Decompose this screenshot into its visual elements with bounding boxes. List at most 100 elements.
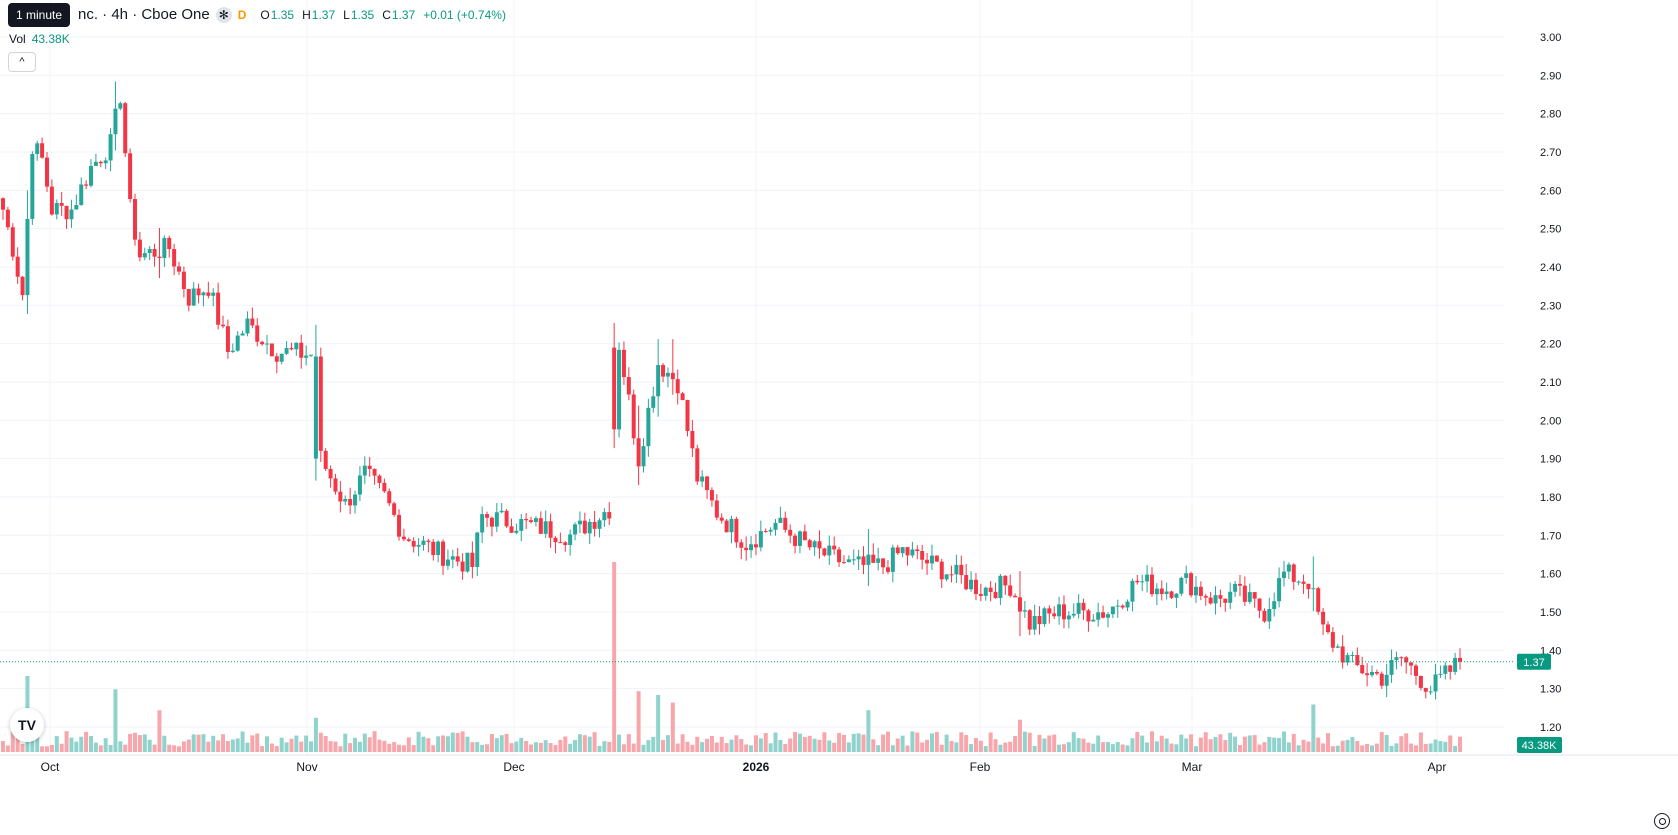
volume-bar (313, 717, 318, 752)
candle-body (186, 289, 191, 306)
volume-bar (1252, 735, 1257, 752)
change-value: +0.01 (+0.74%) (423, 7, 506, 22)
last-price-label: 1.37 (1523, 657, 1544, 669)
volume-bar (1272, 737, 1277, 752)
volume-bar (1140, 735, 1145, 752)
candle-body (1047, 608, 1052, 614)
candle-body (465, 552, 470, 572)
candle-body (895, 547, 900, 554)
candle-body (954, 564, 959, 575)
candle-body (328, 468, 333, 479)
volume-bar (1360, 745, 1365, 752)
candle-body (856, 556, 861, 560)
candle-body (1247, 592, 1252, 602)
volume-bar (387, 743, 392, 752)
volume-bar (470, 742, 475, 752)
volume-bar (177, 746, 182, 752)
ohlc-values: O1.35 H1.37 L1.35 C1.37 +0.01 (+0.74%) (260, 7, 506, 22)
volume-bar (920, 742, 925, 752)
candle-body (1321, 611, 1326, 625)
candle-body (225, 326, 230, 352)
volume-bar (998, 744, 1003, 752)
candle-body (768, 529, 773, 532)
candle-body (372, 468, 377, 476)
candle-body (978, 594, 983, 596)
candle-body (1277, 578, 1282, 602)
volume-bar (1233, 736, 1238, 752)
candle-body (1286, 564, 1291, 572)
candle-body (1189, 573, 1194, 596)
volume-bar (1154, 741, 1159, 752)
candle-body (421, 540, 426, 545)
y-tick-label: 3.00 (1540, 32, 1561, 44)
y-tick-label: 2.70 (1540, 147, 1561, 159)
candle-body (30, 154, 35, 219)
tradingview-logo-icon[interactable]: TV (10, 708, 44, 742)
candle-body (1257, 598, 1262, 611)
candle-body (460, 561, 465, 572)
candle-body (524, 519, 529, 521)
candle-body (338, 491, 343, 502)
y-tick-label: 2.60 (1540, 185, 1561, 197)
volume-bar (856, 733, 861, 752)
y-tick-label: 2.00 (1540, 415, 1561, 427)
candle-body (89, 165, 94, 186)
y-tick-label: 2.80 (1540, 109, 1561, 121)
volume-bar (768, 743, 773, 752)
volume-bar (543, 740, 548, 752)
asterisk-icon[interactable]: ✻ (215, 6, 232, 23)
candle-body (1213, 595, 1218, 604)
volume-label: Vol (9, 32, 26, 46)
volume-bar (612, 562, 617, 752)
candle-body (1379, 673, 1384, 686)
volume-bar (1027, 732, 1032, 752)
candle-body (519, 519, 524, 531)
volume-bar (895, 738, 900, 752)
y-tick-label: 2.50 (1540, 224, 1561, 236)
collapse-legend-button[interactable]: ^ (8, 52, 36, 72)
symbol-title[interactable]: nc. · 4h · Cboe One (78, 6, 210, 23)
candle-body (1052, 613, 1057, 617)
candle-body (705, 476, 710, 491)
candle-body (157, 256, 162, 258)
volume-bar (133, 732, 138, 752)
volume-bar (69, 737, 74, 752)
volume-bar (260, 746, 265, 752)
volume-bar (416, 731, 421, 752)
candle-body (939, 561, 944, 580)
volume-bar (1355, 741, 1360, 752)
volume-bar (1311, 704, 1316, 752)
candle-body (260, 341, 265, 345)
volume-bar (221, 734, 226, 752)
volume-bar (1130, 738, 1135, 752)
candle-body (905, 547, 910, 556)
volume-bar (1443, 741, 1448, 752)
volume-bar (279, 737, 284, 752)
candle-body (304, 355, 309, 358)
candle-body (871, 554, 876, 563)
volume-bar (1110, 744, 1115, 752)
last-volume-tag (1517, 737, 1562, 753)
y-tick-label: 1.90 (1540, 454, 1561, 466)
volume-bar (372, 731, 377, 752)
volume-bar (959, 732, 964, 752)
candle-body (900, 547, 905, 554)
volume-bar (255, 733, 260, 752)
volume-bar (250, 735, 255, 752)
volume-bar (529, 744, 534, 752)
gear-icon[interactable] (1654, 813, 1670, 829)
volume-bar (1458, 736, 1462, 752)
volume-bar (1374, 743, 1379, 752)
volume-bar (1301, 739, 1306, 752)
volume-legend: Vol 43.38K (9, 32, 70, 46)
volume-bar (1262, 742, 1267, 752)
y-tick-label: 2.90 (1540, 70, 1561, 82)
candle-body (35, 143, 40, 155)
volume-bar (1257, 744, 1262, 752)
candle-body (533, 518, 538, 523)
candle-body (1149, 574, 1154, 595)
chevron-up-icon: ^ (19, 56, 25, 68)
candle-body (49, 186, 54, 215)
candle-body (1355, 654, 1360, 666)
